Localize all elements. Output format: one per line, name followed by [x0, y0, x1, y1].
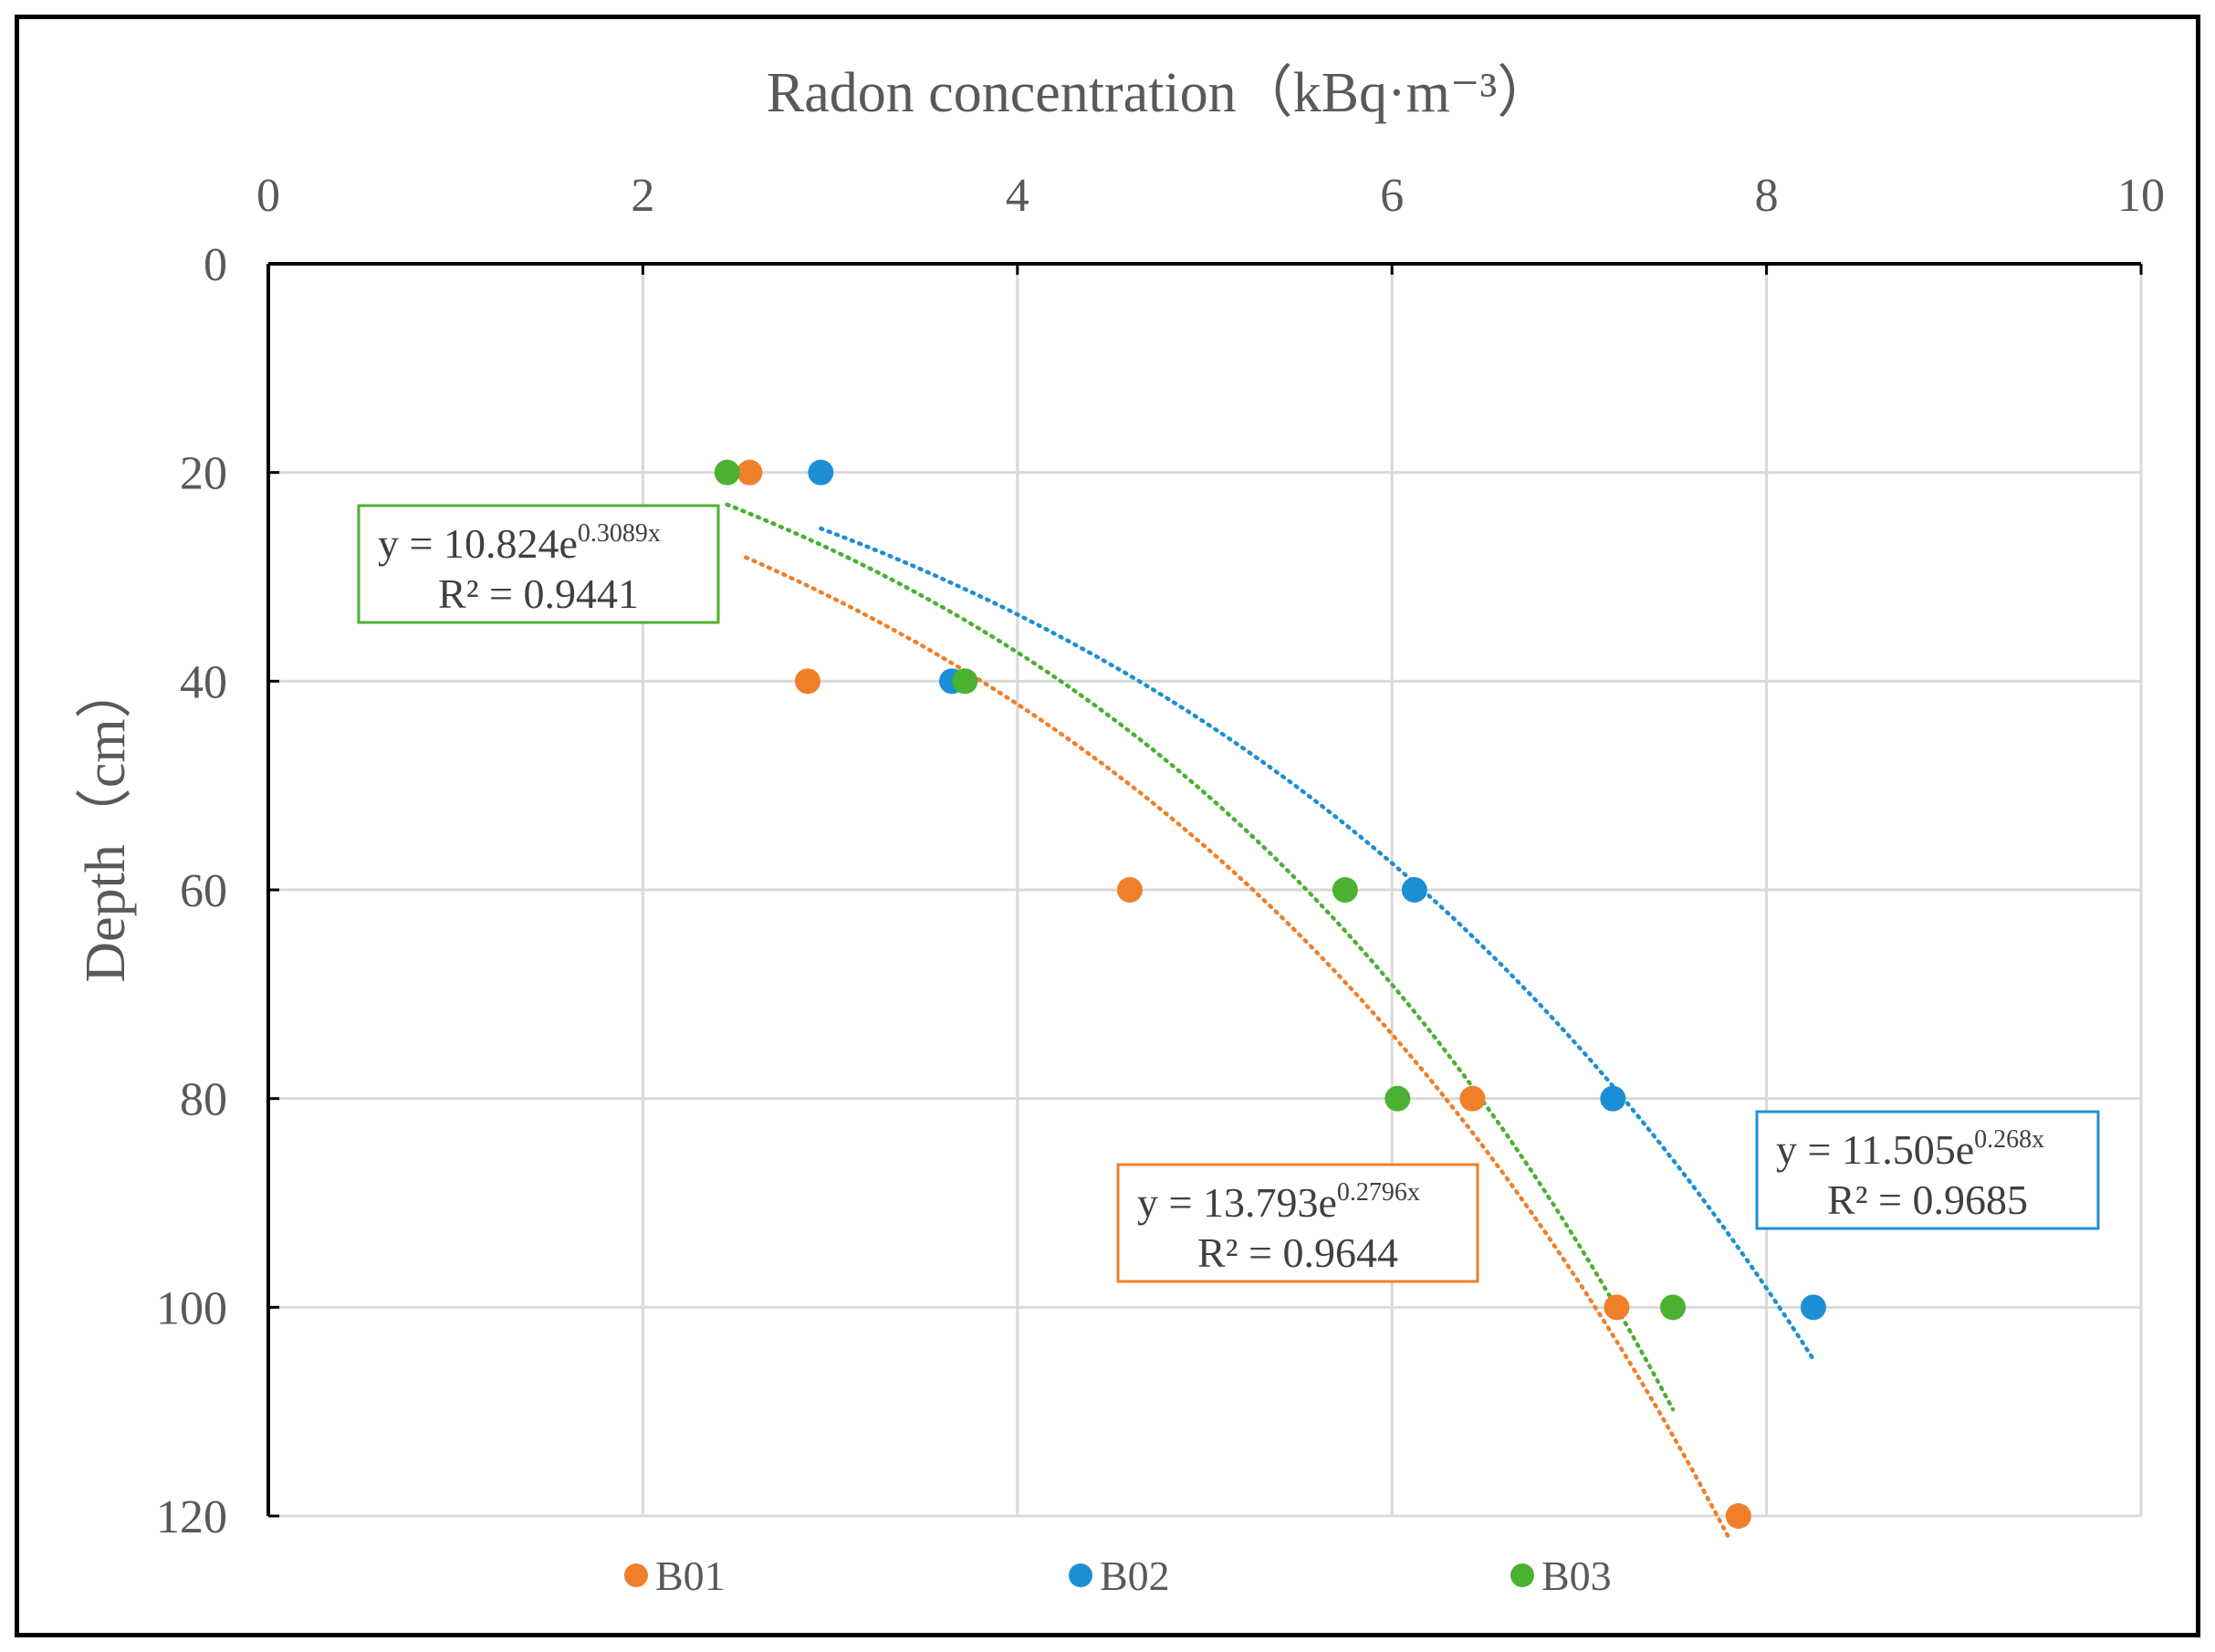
x-tick-label: 4 — [1006, 170, 1029, 222]
legend-marker — [1510, 1563, 1534, 1587]
y-tick-label: 20 — [180, 448, 227, 500]
equation-exponent: 0.2796x — [1337, 1178, 1420, 1207]
data-point-b01 — [737, 459, 763, 486]
trendlines — [725, 502, 1816, 1541]
data-point-b03 — [952, 668, 978, 695]
grid — [268, 264, 2143, 1518]
legend-marker — [624, 1563, 648, 1587]
equation-exponent: 0.3089x — [578, 519, 661, 548]
chart-frame: 0 2 4 6 8 10 0 20 40 60 80 100 120 Radon concentrati… — [15, 15, 2200, 1637]
equation-r2: R² = 0.9685 — [1827, 1176, 2028, 1223]
axes — [266, 262, 2143, 1518]
data-point-b03 — [714, 459, 740, 486]
data-point-b03 — [1660, 1294, 1686, 1321]
x-tick-label: 10 — [2117, 170, 2165, 222]
trendline-b01 — [744, 555, 1731, 1541]
y-axis-label: Depth（cm） — [75, 662, 137, 982]
legend-marker — [1069, 1563, 1092, 1587]
data-point-b02 — [1600, 1085, 1626, 1112]
data-points — [714, 459, 1826, 1529]
equation-box-border — [357, 504, 720, 624]
y-tick-label: 100 — [156, 1282, 227, 1334]
equation-box-b01: y = 13.793e0.2796x R² = 0.9644 — [1116, 1163, 1479, 1283]
x-tick-label: 8 — [1755, 170, 1779, 222]
data-point-b01 — [1459, 1085, 1486, 1112]
equation-box-b03: y = 10.824e0.3089x R² = 0.9441 — [357, 504, 720, 624]
trendline-b02 — [819, 526, 1816, 1362]
equation-box-border — [1755, 1110, 2100, 1230]
data-point-b01 — [1604, 1294, 1630, 1321]
chart-title: Radon concentration（kBq·m⁻³） — [767, 62, 1553, 124]
equation-main: y = 13.793e — [1137, 1179, 1337, 1226]
legend-label: B03 — [1541, 1553, 1612, 1599]
equation-box-border — [1116, 1163, 1479, 1283]
trendline-b03 — [725, 502, 1676, 1412]
legend-label: B02 — [1100, 1553, 1170, 1599]
data-point-b01 — [1116, 877, 1143, 903]
x-tick-label: 6 — [1380, 170, 1404, 222]
legend-item-b02: B02 — [1069, 1553, 1170, 1599]
data-point-b03 — [1332, 877, 1358, 903]
legend-item-b01: B01 — [624, 1553, 726, 1599]
legend-item-b03: B03 — [1510, 1553, 1612, 1599]
data-point-b01 — [1725, 1503, 1751, 1529]
equation-box-b02: y = 11.505e0.268x R² = 0.9685 — [1755, 1110, 2100, 1230]
y-tick-label: 40 — [180, 656, 227, 708]
y-tick-label: 80 — [180, 1074, 227, 1126]
data-point-b02 — [1401, 877, 1427, 903]
data-point-b01 — [794, 668, 820, 695]
equation-r2: R² = 0.9441 — [438, 570, 639, 617]
svg-text:y = 13.793e0.2796x: y = 13.793e0.2796x — [1137, 1178, 1420, 1226]
svg-text:y = 11.505e0.268x: y = 11.505e0.268x — [1776, 1125, 2044, 1173]
equation-r2: R² = 0.9644 — [1197, 1229, 1398, 1276]
data-point-b03 — [1384, 1085, 1411, 1112]
data-point-b02 — [808, 459, 834, 486]
svg-text:y = 10.824e0.3089x: y = 10.824e0.3089x — [378, 519, 661, 567]
y-tick-label: 60 — [180, 865, 227, 917]
equation-exponent: 0.268x — [1974, 1125, 2044, 1154]
x-tick-label: 0 — [256, 170, 280, 222]
data-point-b02 — [1800, 1294, 1826, 1321]
equation-main: y = 11.505e — [1776, 1126, 1974, 1173]
equation-main: y = 10.824e — [378, 520, 578, 567]
legend-label: B01 — [655, 1553, 726, 1599]
x-tick-label: 2 — [631, 170, 654, 222]
y-tick-label: 0 — [204, 239, 227, 291]
y-tick-label: 120 — [156, 1491, 227, 1543]
legend: B01 B02 B03 — [624, 1553, 1612, 1599]
